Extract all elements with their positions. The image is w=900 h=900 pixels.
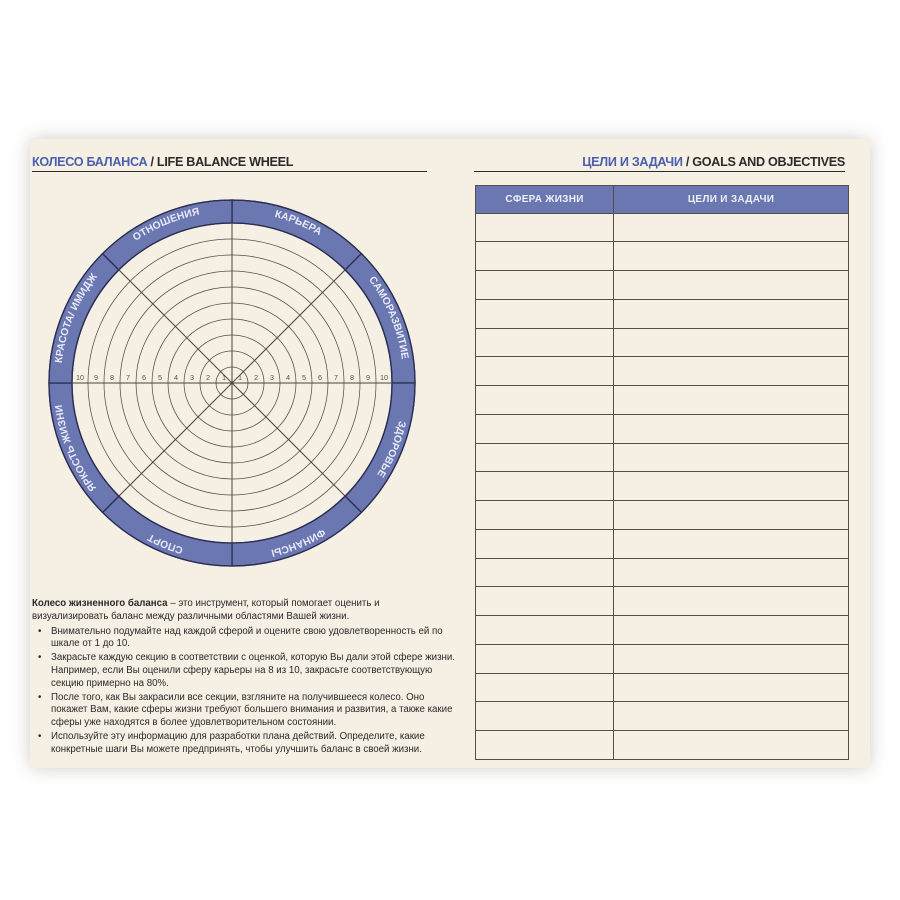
svg-text:2: 2 (206, 373, 210, 382)
svg-text:9: 9 (94, 373, 98, 382)
svg-text:3: 3 (190, 373, 194, 382)
svg-text:10: 10 (76, 373, 84, 382)
svg-text:8: 8 (110, 373, 114, 382)
svg-text:8: 8 (350, 373, 354, 382)
svg-text:5: 5 (302, 373, 306, 382)
svg-text:5: 5 (158, 373, 162, 382)
svg-text:6: 6 (142, 373, 146, 382)
svg-text:4: 4 (286, 373, 290, 382)
svg-text:1: 1 (238, 373, 242, 382)
svg-text:4: 4 (174, 373, 178, 382)
svg-text:7: 7 (126, 373, 130, 382)
svg-text:6: 6 (318, 373, 322, 382)
svg-text:3: 3 (270, 373, 274, 382)
svg-text:2: 2 (254, 373, 258, 382)
svg-text:9: 9 (366, 373, 370, 382)
svg-text:1: 1 (222, 373, 226, 382)
svg-text:7: 7 (334, 373, 338, 382)
svg-text:10: 10 (380, 373, 388, 382)
